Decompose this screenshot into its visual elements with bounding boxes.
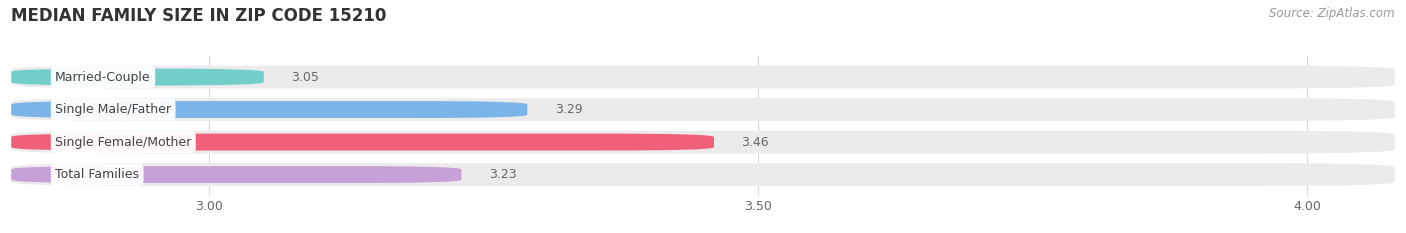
Text: 3.46: 3.46	[741, 136, 769, 149]
FancyBboxPatch shape	[11, 101, 527, 118]
Text: MEDIAN FAMILY SIZE IN ZIP CODE 15210: MEDIAN FAMILY SIZE IN ZIP CODE 15210	[11, 7, 387, 25]
Text: Total Families: Total Families	[55, 168, 139, 181]
Text: 3.05: 3.05	[291, 71, 319, 84]
Text: Single Male/Father: Single Male/Father	[55, 103, 172, 116]
Text: Married-Couple: Married-Couple	[55, 71, 150, 84]
Text: Single Female/Mother: Single Female/Mother	[55, 136, 191, 149]
FancyBboxPatch shape	[11, 69, 264, 86]
Text: 3.29: 3.29	[555, 103, 582, 116]
FancyBboxPatch shape	[11, 131, 1395, 154]
Text: 3.23: 3.23	[489, 168, 516, 181]
FancyBboxPatch shape	[11, 163, 1395, 186]
Text: Source: ZipAtlas.com: Source: ZipAtlas.com	[1270, 7, 1395, 20]
FancyBboxPatch shape	[11, 166, 461, 183]
FancyBboxPatch shape	[11, 66, 1395, 89]
FancyBboxPatch shape	[11, 98, 1395, 121]
FancyBboxPatch shape	[11, 134, 714, 151]
